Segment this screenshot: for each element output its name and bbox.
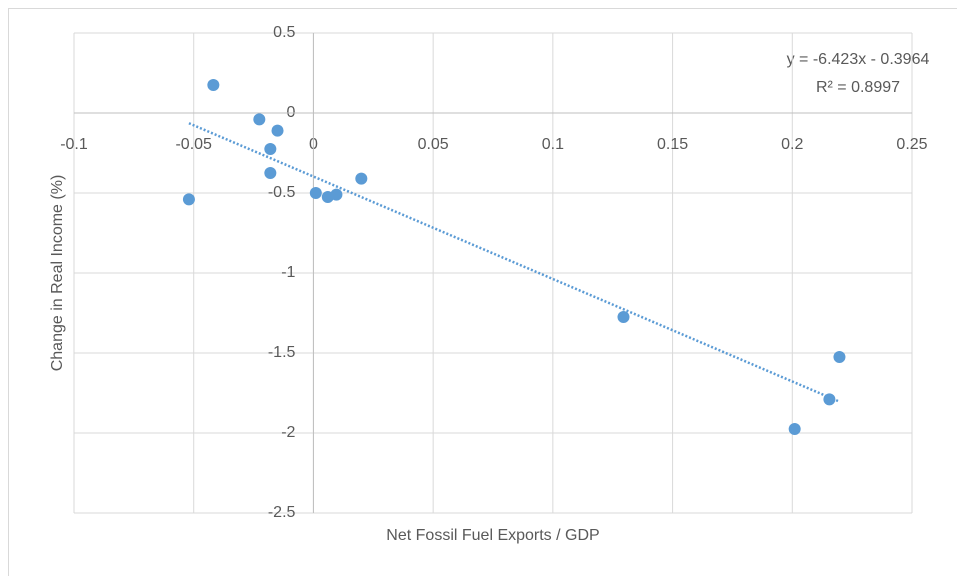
y-tick-label: -1: [281, 264, 295, 281]
point: [355, 172, 368, 185]
x-tick-label: 0.2: [781, 136, 803, 153]
point: [617, 311, 630, 323]
point: [330, 188, 343, 201]
y-tick-label: 0.5: [273, 24, 295, 41]
x-tick-label: 0.15: [657, 136, 688, 153]
point: [264, 167, 277, 179]
x-tick-label: 0.25: [896, 136, 927, 153]
y-tick-label: -2: [281, 424, 295, 441]
y-tick-label: -2.5: [268, 504, 296, 521]
chart-frame: [8, 8, 957, 576]
point: [833, 351, 846, 363]
y-tick-label: -0.5: [268, 184, 296, 201]
trendline-equation: y = -6.423x - 0.3964: [787, 51, 930, 68]
point: [788, 423, 801, 435]
point: [271, 124, 284, 137]
point: [207, 79, 220, 91]
x-tick-label: 0.1: [542, 136, 564, 153]
point: [182, 193, 195, 206]
y-tick-label: -1.5: [268, 344, 296, 361]
point: [309, 187, 322, 199]
y-axis-title: Change in Real Income (%): [49, 175, 66, 372]
point: [253, 113, 266, 126]
x-tick-label: 0.05: [418, 136, 449, 153]
point: [264, 143, 277, 155]
x-tick-label: -0.1: [60, 136, 88, 153]
trendline-r2: R² = 0.8997: [816, 79, 900, 96]
x-tick-label: -0.05: [175, 136, 212, 153]
x-axis-title: Net Fossil Fuel Exports / GDP: [386, 527, 599, 544]
trendline: [188, 122, 840, 403]
